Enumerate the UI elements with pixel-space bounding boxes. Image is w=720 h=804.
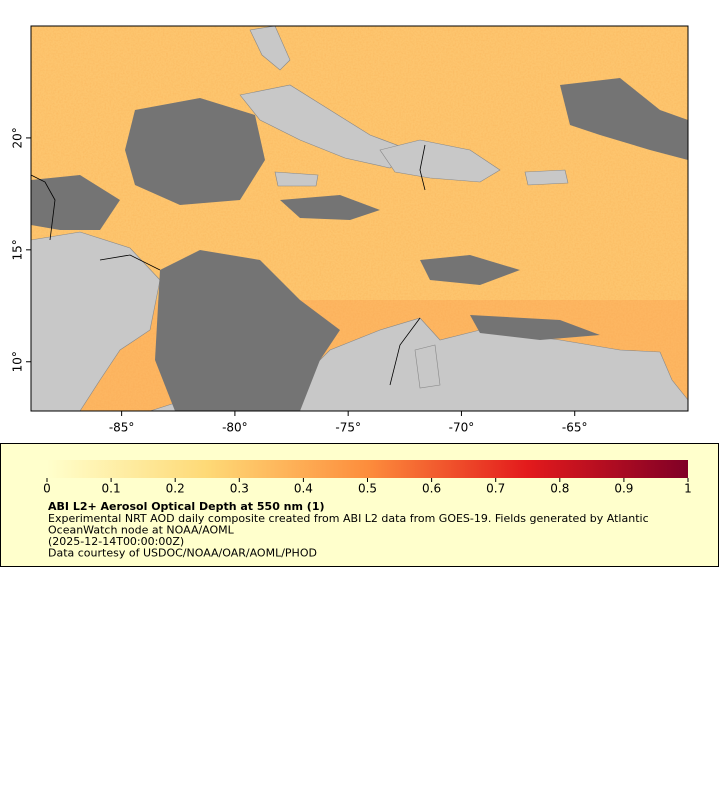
map-image — [31, 26, 688, 411]
colorbar-tick-label: 0.6 — [422, 482, 441, 496]
x-tick-label: -65° — [562, 421, 588, 435]
colorbar-tick-label: 0.5 — [358, 482, 377, 496]
colorbar-tick-label: 1 — [684, 482, 692, 496]
legend-line: (2025-12-14T00:00:00Z) — [48, 535, 184, 548]
legend-line: OceanWatch node at NOAA/AOML — [48, 524, 235, 537]
colorbar-tick-label: 0.3 — [230, 482, 249, 496]
x-tick-label: -80° — [222, 421, 248, 435]
legend-lines: Experimental NRT AOD daily composite cre… — [48, 512, 649, 560]
colorbar-axis: 0 0.1 0.2 0.3 0.4 0.5 0.6 0.7 0.8 0.9 1 — [43, 478, 692, 496]
y-tick-label: 15° — [11, 239, 25, 260]
legend-line: Experimental NRT AOD daily composite cre… — [48, 512, 649, 525]
axes: -85° -80° -75° -70° -65° 10° 15° 20° — [11, 127, 588, 434]
colorbar-tick-label: 0.1 — [102, 482, 121, 496]
colorbar-tick-label: 0 — [43, 482, 51, 496]
colorbar-tick-label: 0.8 — [550, 482, 569, 496]
colorbar — [47, 460, 688, 478]
colorbar-tick-label: 0.2 — [166, 482, 185, 496]
colorbar-tick-label: 0.4 — [294, 482, 313, 496]
legend-line: Data courtesy of USDOC/NOAA/OAR/AOML/PHO… — [48, 547, 317, 560]
colorbar-tick-label: 0.9 — [614, 482, 633, 496]
map-frame — [30, 25, 689, 412]
y-tick-label: 20° — [11, 127, 25, 148]
y-tick-label: 10° — [11, 351, 25, 372]
borders — [31, 144, 426, 386]
colorbar-tick-label: 0.7 — [486, 482, 505, 496]
no-data — [31, 78, 688, 411]
x-tick-label: -85° — [109, 421, 135, 435]
legend-title: ABI L2+ Aerosol Optical Depth at 550 nm … — [48, 500, 325, 513]
x-tick-label: -70° — [449, 421, 475, 435]
x-tick-label: -75° — [335, 421, 361, 435]
